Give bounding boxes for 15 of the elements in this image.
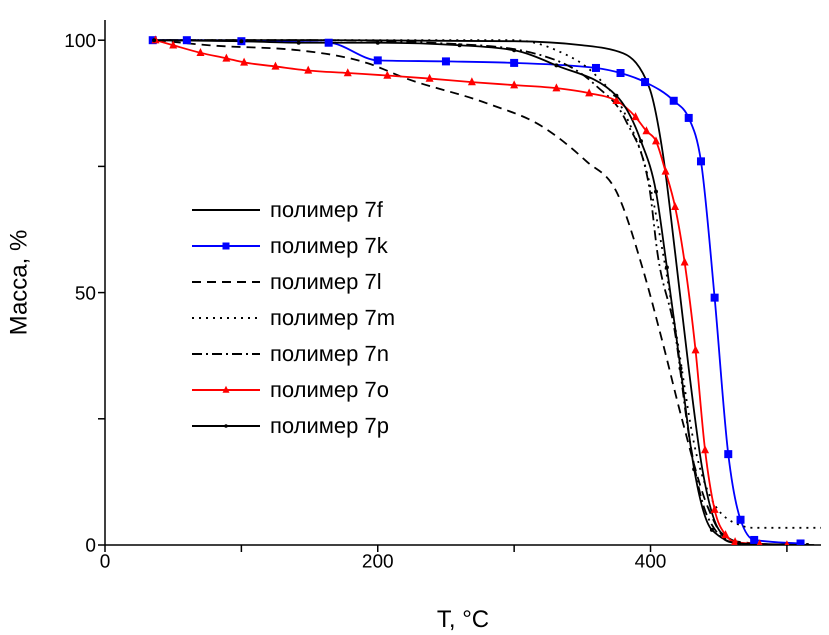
y-tick-label: 100 [64,30,96,52]
y-axis-title: Масса, % [6,230,33,336]
legend-label: полимер 7f [270,197,383,223]
legend-label: полимер 7o [270,377,389,403]
y-tick-label: 0 [85,536,96,557]
x-axis-title: T, °C [436,606,490,633]
legend-label: полимер 7n [270,341,389,367]
legend-label: полимер 7m [270,305,396,331]
x-tick-label: 0 [100,551,110,572]
legend-label: полимер 7k [270,233,388,259]
x-tick-label: 200 [362,551,394,572]
legend-label: полимер 7p [270,413,389,439]
x-tick-label: 400 [634,551,666,572]
y-tick-label: 50 [74,283,96,304]
legend-label: полимер 7l [270,269,382,295]
